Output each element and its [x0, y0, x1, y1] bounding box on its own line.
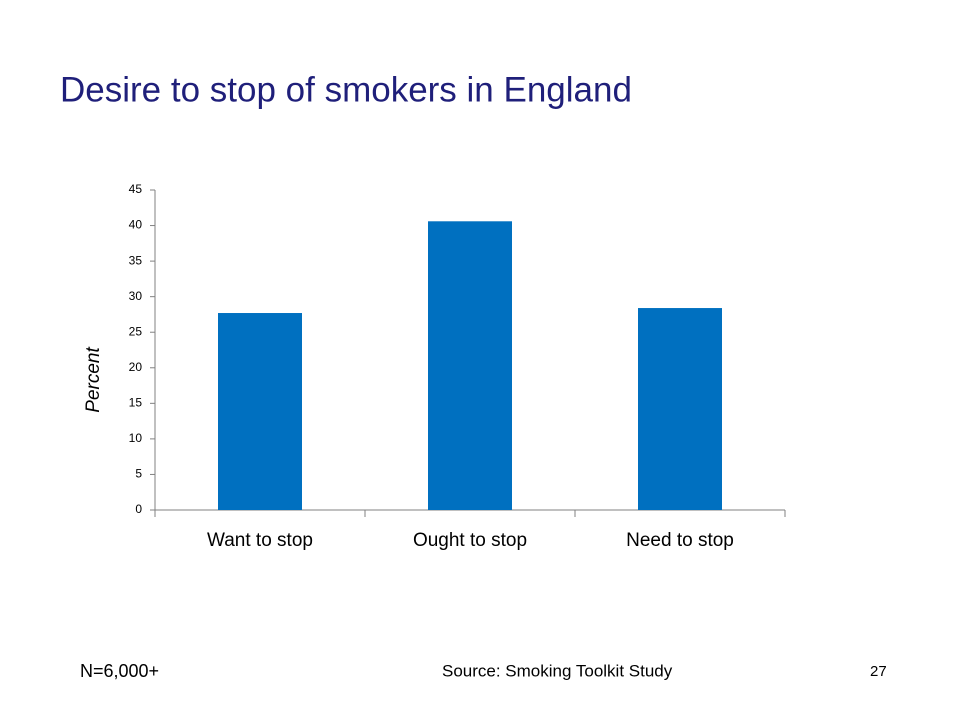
y-tick-label: 10 [129, 431, 143, 445]
y-tick-label: 15 [129, 396, 143, 410]
y-tick-label: 25 [129, 324, 143, 338]
y-tick-label: 40 [129, 218, 143, 232]
note: N=6,000+ [80, 661, 159, 681]
page-number: 27 [870, 663, 887, 680]
y-tick-label: 45 [129, 182, 143, 196]
y-tick-label: 5 [135, 467, 142, 481]
y-tick-label: 35 [129, 253, 143, 267]
bar [428, 221, 512, 511]
y-tick-label: 20 [129, 360, 143, 374]
y-tick-label: 30 [129, 289, 143, 303]
chart-title: Desire to stop of smokers in England [60, 70, 632, 109]
x-tick-label: Need to stop [626, 530, 734, 551]
y-axis-label: Percent [83, 347, 104, 413]
bar [218, 313, 302, 510]
source: Source: Smoking Toolkit Study [442, 661, 673, 680]
x-tick-label: Ought to stop [413, 530, 527, 551]
x-tick-label: Want to stop [207, 530, 313, 551]
y-tick-label: 0 [135, 502, 142, 516]
bar [638, 308, 722, 510]
